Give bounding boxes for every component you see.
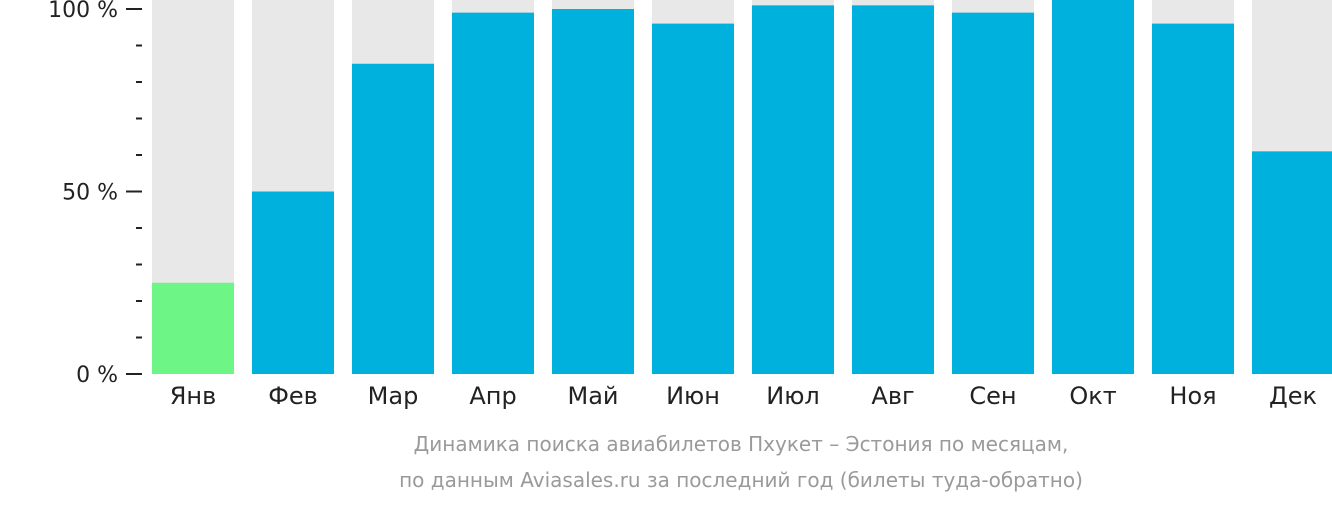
bar — [852, 5, 934, 374]
x-tick-label: Сен — [969, 382, 1016, 410]
bar — [452, 12, 534, 375]
bar — [352, 63, 434, 374]
y-tick-label: 50 % — [62, 181, 118, 206]
bar — [652, 23, 734, 374]
bar — [1252, 151, 1332, 374]
x-tick-label: Июн — [666, 382, 720, 410]
bar — [252, 191, 334, 374]
y-tick-label: 0 % — [76, 363, 118, 388]
bar — [1152, 23, 1234, 374]
x-axis: Янв Фев Мар Апр Май Июн Июл Авг Сен Окт Ноя Дек — [170, 382, 1317, 410]
x-tick-label: Апр — [469, 382, 516, 410]
bar — [152, 282, 234, 374]
bar — [1052, 0, 1134, 374]
x-tick-label: Июл — [766, 382, 820, 410]
bar — [952, 12, 1034, 375]
y-tick-label: 100 % — [48, 0, 118, 23]
x-tick-label: Авг — [871, 382, 914, 410]
y-axis: 0 % 50 % 100 % — [48, 0, 142, 388]
caption-line-1: Динамика поиска авиабилетов Пхукет – Эст… — [414, 432, 1069, 456]
bars — [152, 0, 1332, 375]
x-tick-label: Мар — [368, 382, 419, 410]
x-tick-label: Май — [567, 382, 618, 410]
x-tick-label: Окт — [1069, 382, 1116, 410]
x-tick-label: Фев — [268, 382, 318, 410]
x-tick-label: Дек — [1269, 382, 1317, 410]
x-tick-label: Ноя — [1169, 382, 1216, 410]
x-tick-label: Янв — [170, 382, 217, 410]
bar — [552, 9, 634, 374]
caption-line-2: по данным Aviasales.ru за последний год … — [399, 468, 1083, 492]
bar — [752, 5, 834, 374]
